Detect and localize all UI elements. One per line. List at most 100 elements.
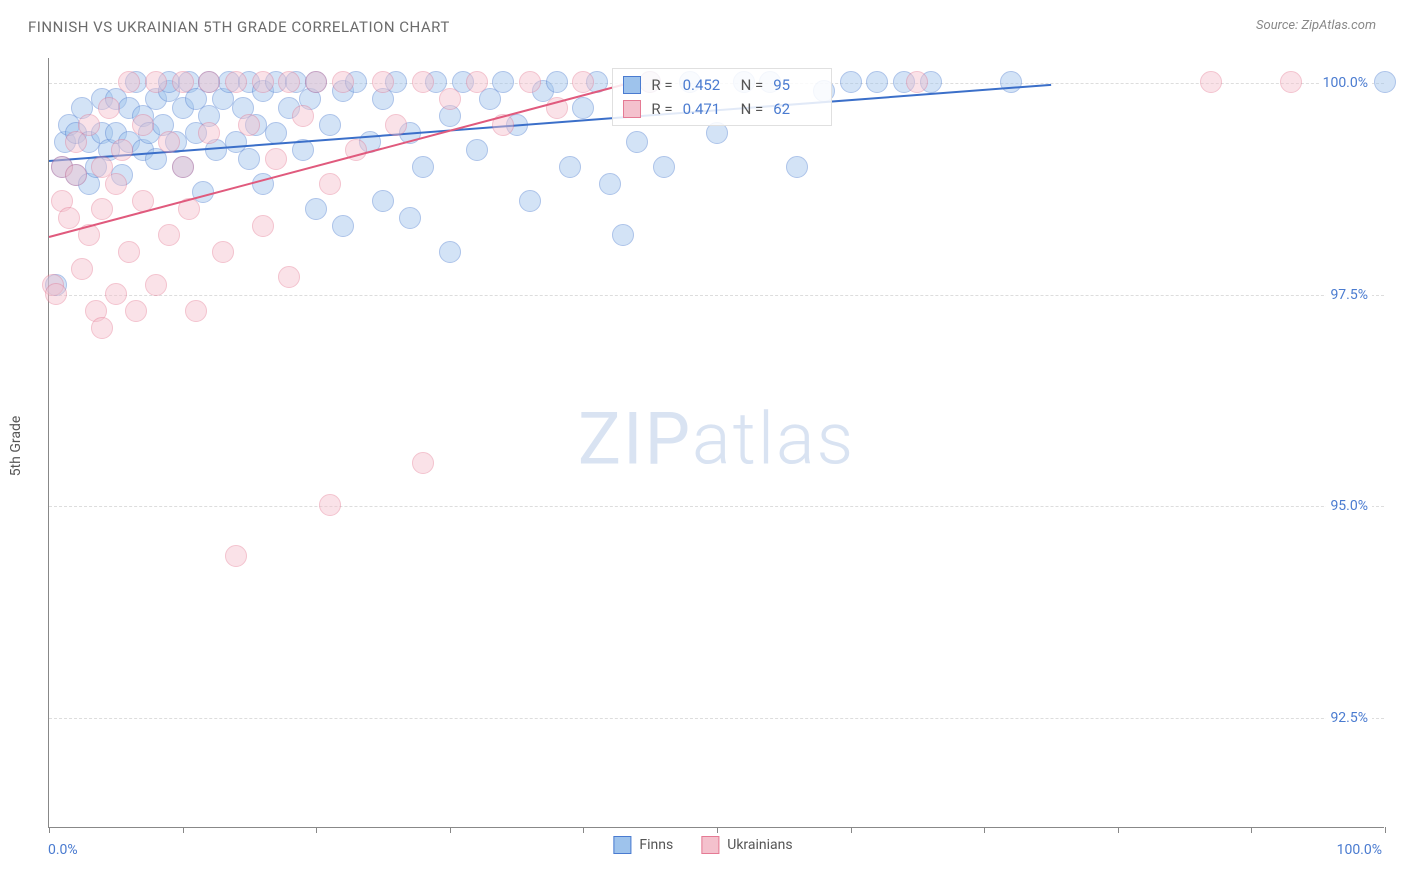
scatter-point [91,198,113,220]
scatter-point [145,88,167,110]
scatter-point [559,156,581,178]
scatter-point [372,88,394,110]
x-axis-min-label: 0.0% [48,842,78,858]
x-tick [1251,827,1252,833]
x-tick [316,827,317,833]
scatter-point [65,131,87,153]
x-axis-max-label: 100.0% [1337,842,1382,858]
watermark: ZIPatlas [578,396,855,481]
scatter-point [412,452,434,474]
scatter-point [265,122,287,144]
scatter-point [105,122,127,144]
legend-label: Ukrainians [727,837,792,853]
scatter-point [65,122,87,144]
x-tick [984,827,985,833]
scatter-point [138,122,160,144]
scatter-point [232,97,254,119]
scatter-point [132,139,154,161]
scatter-point [278,266,300,288]
stat-value-N: 95 [773,73,821,97]
scatter-point [319,114,341,136]
scatter-point [65,164,87,186]
stat-label-R: R = [651,97,672,121]
source-link[interactable]: ZipAtlas.com [1301,18,1376,33]
legend-swatch [613,836,631,854]
scatter-point [299,88,321,110]
scatter-point [238,148,260,170]
scatter-point [118,131,140,153]
scatter-point [252,215,274,237]
scatter-point [599,173,621,195]
watermark-atlas: atlas [692,396,855,481]
x-tick [49,827,50,833]
scatter-point [85,300,107,322]
scatter-point [612,224,634,246]
scatter-point [125,300,147,322]
scatter-point [78,131,100,153]
scatter-point [332,215,354,237]
scatter-point [412,156,434,178]
trend-line [49,83,1051,161]
scatter-point [626,131,648,153]
scatter-point [58,114,80,136]
scatter-point [439,241,461,263]
scatter-point [185,300,207,322]
legend-label: Finns [639,837,673,853]
scatter-point [158,224,180,246]
scatter-point [118,97,140,119]
scatter-point [225,131,247,153]
scatter-point [105,173,127,195]
legend-item: Ukrainians [701,836,792,854]
scatter-plot-area: ZIPatlas 92.5%95.0%97.5%100.0%R =0.452N … [48,58,1384,828]
scatter-point [91,317,113,339]
scatter-point [278,97,300,119]
y-tick-label: 100.0% [1319,75,1372,91]
scatter-point [519,190,541,212]
scatter-point [58,207,80,229]
x-tick [583,827,584,833]
scatter-point [132,105,154,127]
legend: Finns Ukrainians [613,836,792,854]
stat-label-N: N = [741,97,764,121]
stat-value-R: 0.452 [683,73,731,97]
scatter-point [399,207,421,229]
scatter-point [212,241,234,263]
chart-title: FINNISH VS UKRAINIAN 5TH GRADE CORRELATI… [28,18,450,36]
scatter-point [245,114,267,136]
scatter-point [265,148,287,170]
y-tick-label: 92.5% [1326,710,1372,726]
source-prefix: Source: [1256,18,1301,33]
source-attribution: Source: ZipAtlas.com [1256,18,1376,33]
scatter-point [305,198,327,220]
scatter-point [172,156,194,178]
stat-label-N: N = [741,73,764,97]
scatter-point [319,173,341,195]
scatter-point [78,114,100,136]
correlation-stats-box: R = 0.452 N = 95R =0.471N =62 [612,68,832,126]
scatter-point [145,274,167,296]
scatter-point [91,122,113,144]
scatter-point [466,139,488,161]
watermark-zip: ZIP [578,396,692,481]
scatter-point [372,190,394,212]
x-tick [183,827,184,833]
scatter-point [45,274,67,296]
scatter-point [42,274,64,296]
scatter-point [479,88,501,110]
scatter-point [54,131,76,153]
scatter-point [105,88,127,110]
scatter-point [238,114,260,136]
x-tick [450,827,451,833]
scatter-point [118,241,140,263]
scatter-point [205,139,227,161]
scatter-point [111,164,133,186]
gridline [49,718,1384,719]
scatter-point [71,97,93,119]
stats-row: R =0.471N =62 [623,97,821,121]
scatter-point [653,156,675,178]
scatter-point [78,173,100,195]
series-swatch [623,76,641,94]
scatter-point [292,105,314,127]
scatter-point [198,105,220,127]
y-tick-label: 97.5% [1326,287,1372,303]
